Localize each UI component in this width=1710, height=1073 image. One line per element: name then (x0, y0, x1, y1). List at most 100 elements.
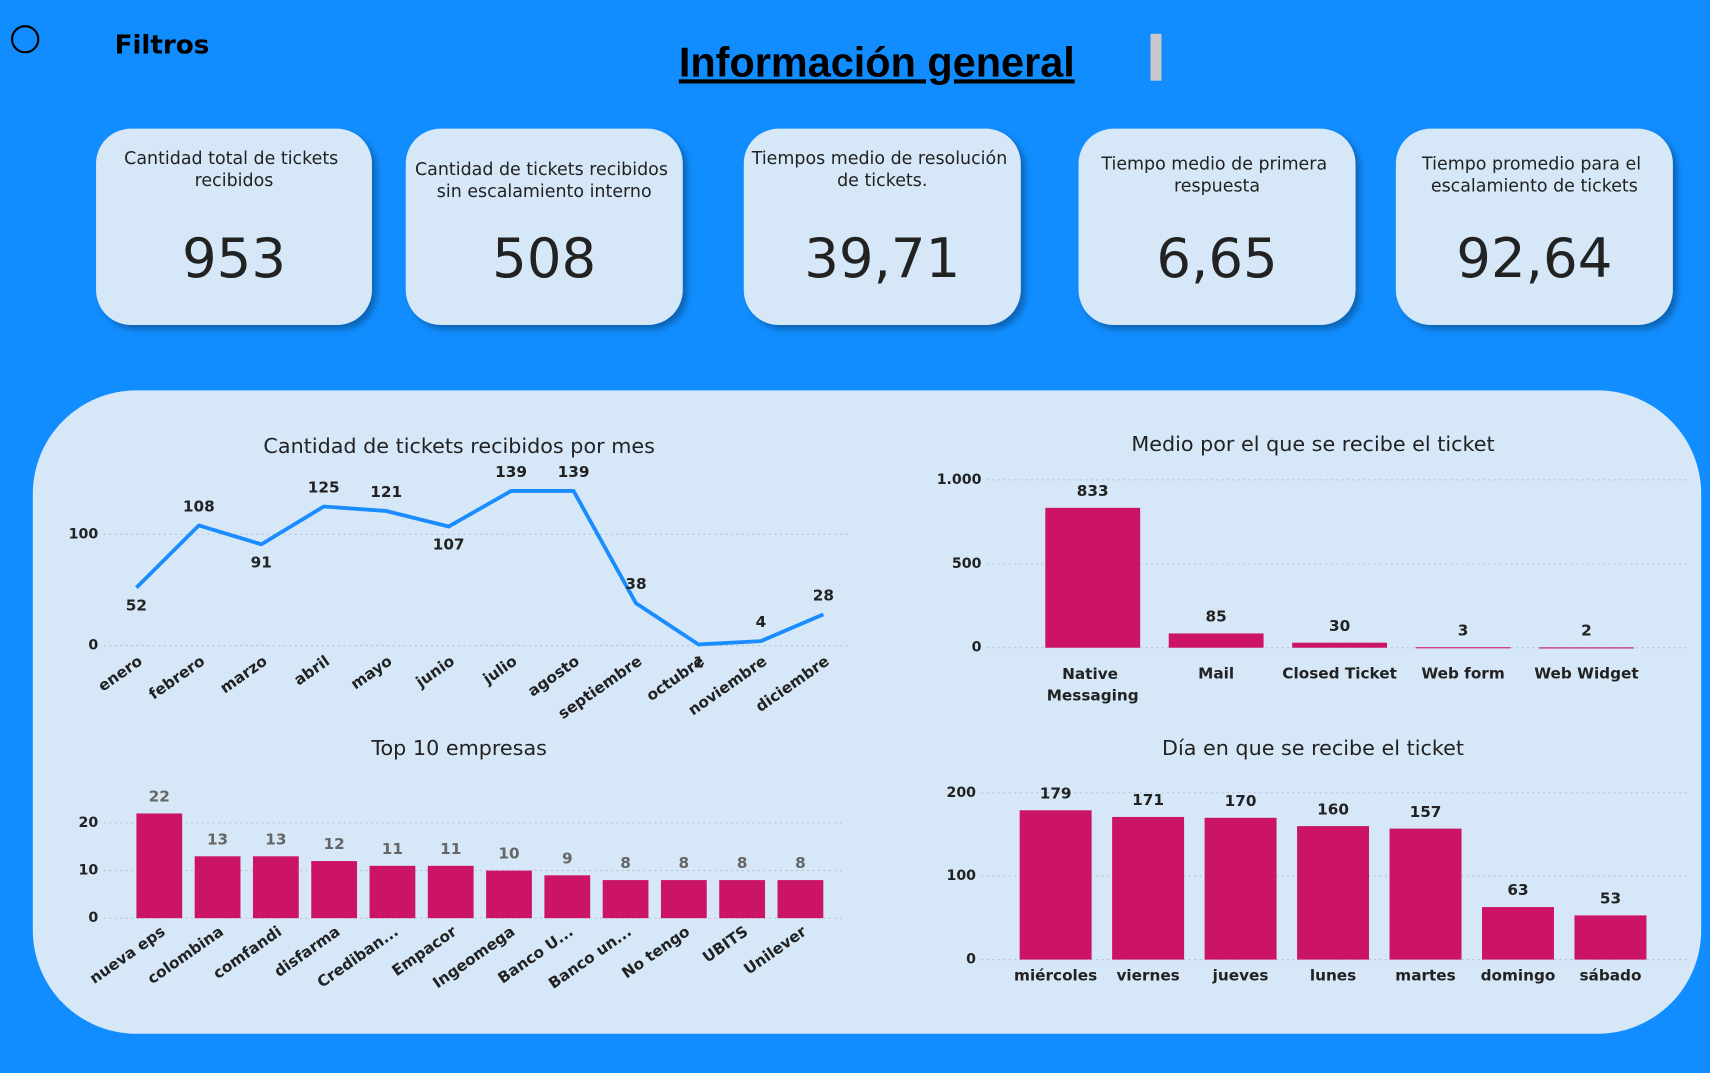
data-label: 52 (126, 597, 147, 615)
data-label: 38 (625, 575, 646, 593)
data-label: 157 (1410, 803, 1442, 821)
x-tick-label: jueves (1212, 966, 1269, 984)
data-label: 139 (495, 463, 527, 481)
data-label: 10 (498, 845, 519, 863)
bar (486, 870, 532, 919)
bar (602, 880, 649, 919)
data-label: 30 (1329, 617, 1350, 635)
bar (427, 865, 474, 919)
x-tick-label: miércoles (1014, 966, 1097, 984)
data-label: 121 (370, 483, 402, 501)
bar (1112, 816, 1185, 960)
kpi-label: Cantidad de tickets recibidos sin escala… (415, 160, 673, 202)
x-tick-label: Closed Ticket (1282, 664, 1397, 682)
kpi-card (1078, 128, 1356, 325)
data-label: 63 (1507, 881, 1528, 899)
x-tick-label: viernes (1116, 966, 1179, 984)
x-tick-label: domingo (1481, 966, 1556, 984)
data-label: 171 (1132, 791, 1164, 809)
kpi-value: 953 (182, 226, 286, 290)
y-tick-label: 10 (79, 863, 99, 879)
bar (194, 856, 241, 919)
data-label: 107 (433, 536, 465, 554)
bar (777, 880, 824, 919)
bar (311, 861, 358, 919)
x-tick-label: Web Widget (1534, 664, 1638, 682)
bar (1045, 507, 1141, 648)
data-label: 85 (1206, 608, 1227, 626)
chart: Medio por el que se recibe el ticket 0 500… (937, 432, 1691, 704)
bar (719, 880, 766, 919)
chart-title: Medio por el que se recibe el ticket (1131, 432, 1494, 456)
data-label: 170 (1225, 792, 1257, 810)
kpi-label: Tiempo medio de primera respuesta (1100, 155, 1332, 197)
data-label: 833 (1077, 482, 1109, 500)
divider (1150, 33, 1162, 81)
bar (1204, 817, 1277, 960)
bar (369, 865, 416, 919)
data-label: 139 (558, 463, 590, 481)
bar (544, 875, 591, 919)
data-label: 8 (620, 854, 631, 872)
bar (1292, 642, 1388, 648)
kpi-card (743, 128, 1021, 325)
y-tick-label: 0 (88, 638, 98, 654)
y-tick-label: 0 (972, 640, 982, 656)
x-tick-label: lunes (1310, 966, 1356, 984)
x-tick-label: martes (1395, 966, 1455, 984)
x-tick-label: Mail (1198, 664, 1234, 682)
data-label: 108 (183, 497, 215, 515)
data-label: 4 (756, 613, 767, 631)
data-label: 53 (1600, 890, 1621, 908)
data-label: 8 (737, 854, 748, 872)
y-tick-label: 20 (79, 815, 99, 831)
kpi-label: Tiempo promedio para el escalamiento de … (1421, 155, 1647, 197)
data-label: 22 (149, 788, 170, 806)
data-label: 2 (1581, 622, 1592, 640)
page-title: Información general (679, 38, 1075, 85)
y-tick-label: 200 (946, 785, 976, 801)
bar (1482, 907, 1554, 960)
y-tick-label: 1.000 (937, 472, 982, 488)
chart: Día en que se recibe el ticket 0 100 200 mié… (946, 736, 1691, 984)
data-label: 12 (324, 835, 345, 853)
kpi-value: 508 (492, 226, 596, 290)
kpi-label: Cantidad total de tickets recibidos (124, 149, 344, 191)
bar (1389, 828, 1462, 960)
y-tick-label: 500 (952, 556, 982, 572)
chart-title: Top 10 empresas (370, 736, 547, 760)
bar (136, 813, 183, 919)
data-label: 13 (207, 830, 228, 848)
y-tick-label: 100 (946, 868, 976, 884)
y-tick-label: 100 (69, 526, 99, 542)
data-label: 3 (1458, 621, 1469, 639)
kpi-label: Tiempos medio de resolución de tickets. (751, 149, 1013, 191)
x-tick-label: Native Messaging (1047, 664, 1139, 704)
data-label: 11 (440, 840, 461, 858)
bar (1574, 915, 1647, 960)
kpi-value: 39,71 (804, 226, 960, 290)
kpi-card (96, 128, 372, 325)
bar (1297, 826, 1370, 960)
data-label: 1 (693, 653, 704, 671)
bar (1415, 647, 1511, 649)
data-label: 11 (382, 840, 403, 858)
filters-label[interactable]: Filtros (115, 30, 210, 60)
data-label: 28 (813, 586, 834, 604)
kpi-value: 92,64 (1456, 226, 1612, 290)
chart-title: Cantidad de tickets recibidos por mes (263, 434, 654, 458)
line-series (135, 489, 825, 647)
data-label: 179 (1040, 784, 1072, 802)
y-tick-label: 0 (966, 952, 976, 968)
data-label: 160 (1317, 800, 1349, 818)
kpi-card (1395, 128, 1673, 325)
bar (1168, 633, 1264, 648)
data-label: 9 (562, 849, 573, 867)
kpi-card (405, 128, 683, 325)
chart-title: Día en que se recibe el ticket (1162, 736, 1464, 760)
data-label: 13 (265, 830, 286, 848)
data-label: 8 (679, 854, 690, 872)
data-label: 91 (251, 553, 272, 571)
filter-toggle[interactable] (10, 25, 40, 54)
